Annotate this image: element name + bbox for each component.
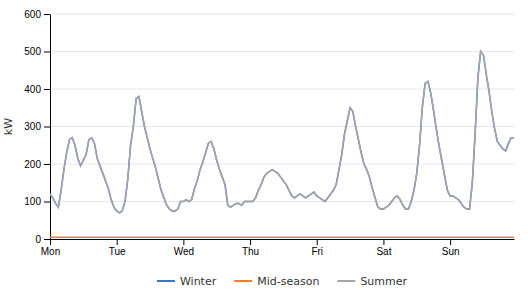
y-tick-label: 0	[35, 234, 41, 245]
x-tick-label: Fri	[311, 246, 323, 257]
x-tick-mark	[383, 239, 384, 245]
y-tick-mark	[44, 239, 50, 240]
legend-label: Summer	[360, 275, 407, 288]
x-tick-mark	[183, 239, 184, 245]
legend-item: Winter	[157, 275, 217, 288]
x-axis: Mon Tue Wed Thu Fri Sat Sun	[41, 239, 515, 257]
x-tick-mark	[450, 239, 451, 245]
legend: Winter Mid-season Summer	[157, 275, 408, 288]
series-line	[50, 52, 514, 213]
x-tick-label: Tue	[109, 246, 126, 257]
y-tick-label: 400	[24, 84, 41, 95]
x-tick-mark	[50, 239, 51, 245]
x-axis-line	[51, 239, 515, 240]
y-tick: 400	[24, 84, 50, 95]
y-tick: 600	[24, 9, 50, 20]
legend-swatch	[157, 280, 175, 282]
chart: 0 100 200 300 400 500 600 Mon Tue Wed Thu Fri Sat Sun…	[0, 0, 528, 295]
y-tick: 500	[24, 46, 50, 57]
x-tick: Sat	[376, 239, 391, 257]
legend-swatch	[337, 280, 355, 282]
x-tick-label: Sun	[442, 246, 460, 257]
y-tick-mark	[44, 89, 50, 90]
legend-label: Winter	[180, 275, 217, 288]
y-tick: 200	[24, 159, 50, 170]
x-tick: Fri	[311, 239, 323, 257]
y-tick-label: 500	[24, 46, 41, 57]
x-tick-label: Sat	[376, 246, 391, 257]
grid-line	[50, 14, 514, 15]
legend-label: Mid-season	[257, 275, 319, 288]
y-tick-label: 200	[24, 159, 41, 170]
x-tick: Tue	[109, 239, 126, 257]
y-tick-mark	[44, 164, 50, 165]
y-axis-title: kW	[2, 118, 15, 135]
y-axis-line	[50, 15, 51, 240]
series-line	[50, 236, 514, 238]
x-tick-label: Mon	[41, 246, 60, 257]
grid-line	[50, 126, 514, 127]
plot: 0 100 200 300 400 500 600 Mon Tue Wed Thu Fri Sat Sun…	[2, 9, 515, 257]
x-tick-mark	[250, 239, 251, 245]
series-line	[50, 52, 514, 213]
y-tick-label: 100	[24, 196, 41, 207]
y-tick: 300	[24, 121, 50, 132]
legend-item: Summer	[337, 275, 407, 288]
grid-line	[50, 239, 514, 240]
y-tick: 0	[35, 234, 50, 245]
x-tick: Mon	[41, 239, 60, 257]
y-tick-label: 300	[24, 121, 41, 132]
x-tick-label: Thu	[242, 246, 259, 257]
x-tick: Sun	[442, 239, 460, 257]
legend-swatch	[234, 280, 252, 282]
lines	[50, 52, 514, 238]
y-tick-mark	[44, 14, 50, 15]
grid-line	[50, 89, 514, 90]
grid-line	[50, 51, 514, 52]
y-tick-mark	[44, 52, 50, 53]
y-tick-label: 600	[24, 9, 41, 20]
y-tick: 100	[24, 196, 50, 207]
grid	[50, 14, 514, 239]
legend-item: Mid-season	[234, 275, 319, 288]
x-tick: Wed	[174, 239, 194, 257]
x-tick-mark	[117, 239, 118, 245]
y-tick-mark	[44, 127, 50, 128]
x-tick-label: Wed	[174, 246, 194, 257]
grid-line	[50, 164, 514, 165]
x-tick-mark	[317, 239, 318, 245]
grid-line	[50, 201, 514, 202]
x-tick: Thu	[242, 239, 259, 257]
y-axis: 0 100 200 300 400 500 600	[24, 9, 50, 245]
y-tick-mark	[44, 202, 50, 203]
